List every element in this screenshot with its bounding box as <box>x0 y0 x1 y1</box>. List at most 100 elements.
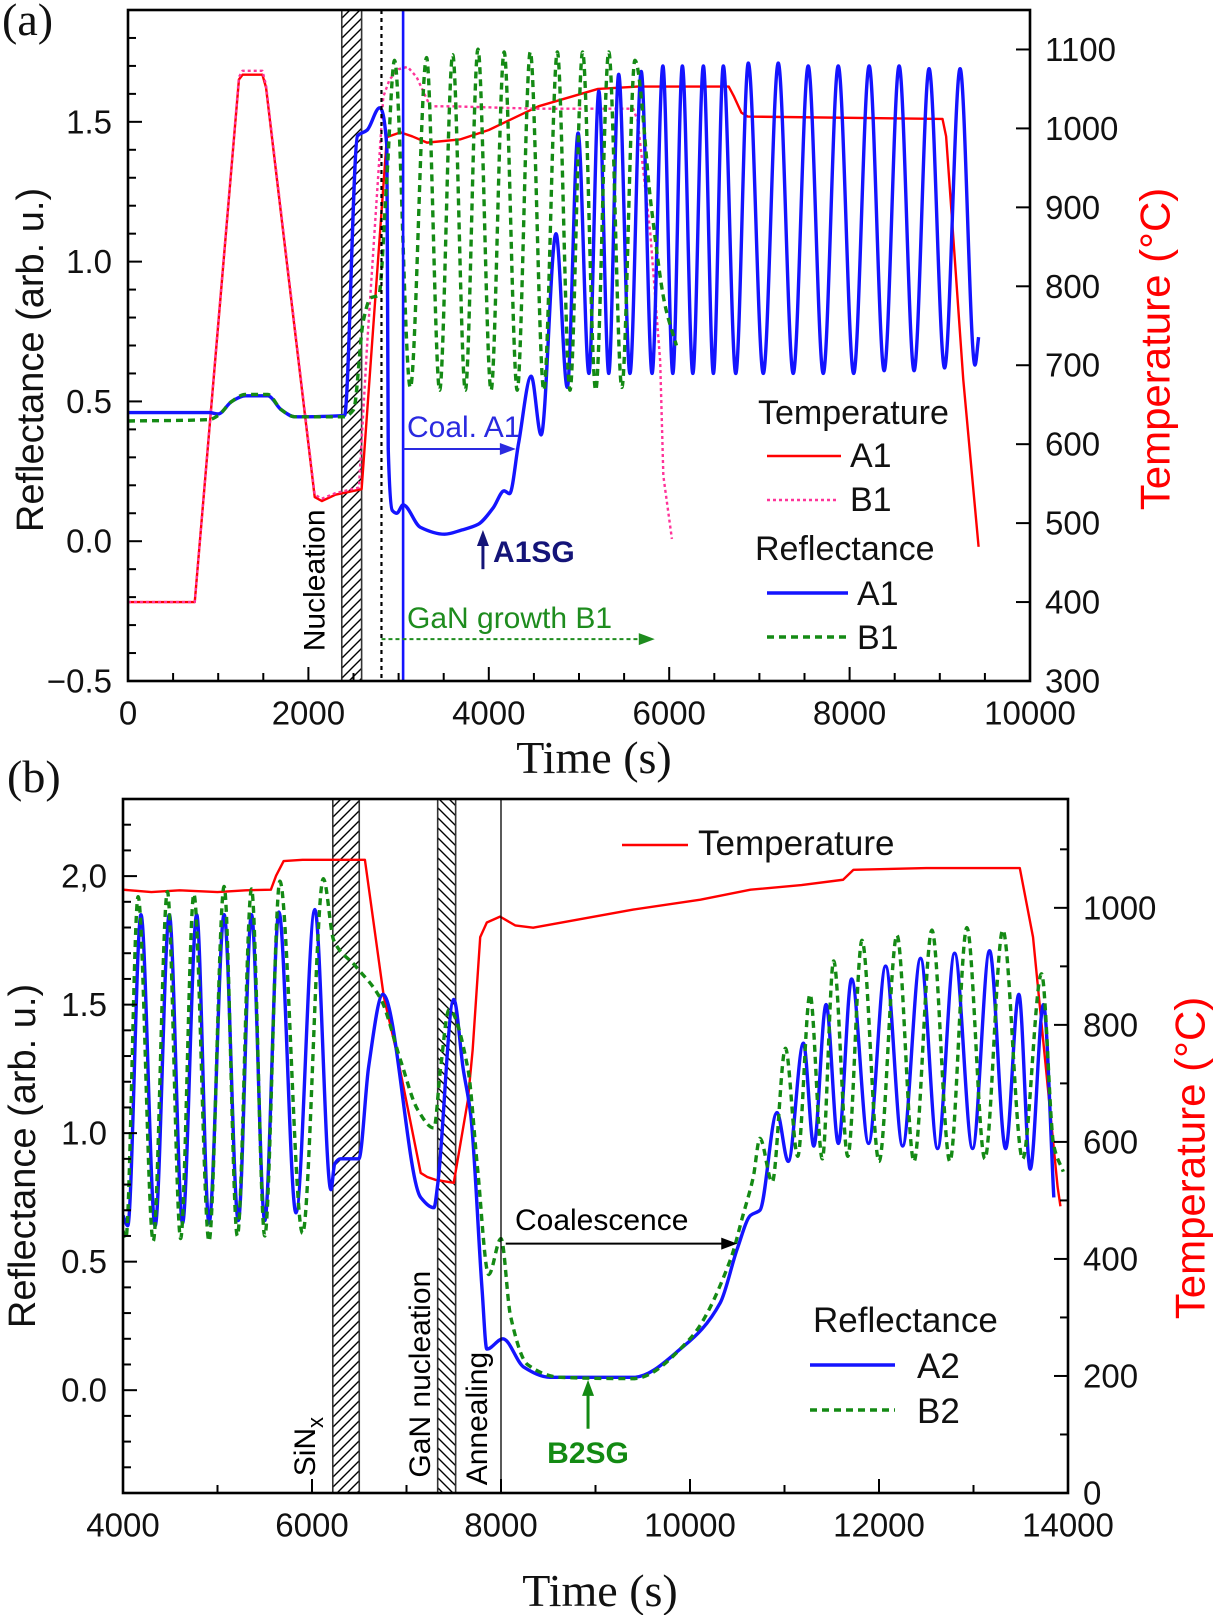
y-right-tick-label: 300 <box>1045 663 1100 700</box>
arrow-head-icon <box>721 1237 738 1250</box>
legend-title-temperature: Temperature <box>758 394 949 432</box>
annotation-subscript: x <box>303 1417 328 1428</box>
x-tick-label: 14000 <box>1022 1507 1114 1544</box>
x-tick-label: 12000 <box>833 1507 925 1544</box>
annotation-gan-growth-b1: GaN growth B1 <box>381 602 655 646</box>
legend-label-temperature-b1: B1 <box>850 481 892 519</box>
annotation-label-a1sg: A1SG <box>493 536 575 569</box>
y-left-tick-label: 0.0 <box>66 523 112 560</box>
y-left-tick-label: 2,0 <box>61 858 107 895</box>
hatched-region-gan-nucleation <box>436 799 457 1493</box>
annotation-label-b2sg: B2SG <box>547 1437 629 1470</box>
plot-clip-a <box>128 10 981 681</box>
series-line-temperature <box>123 858 1062 1207</box>
hatched-region-nucleation <box>340 10 363 681</box>
panel-a-plot-area: Nucleation Coal. A1 A1SG GaN growth B1 <box>128 10 981 681</box>
y-right-tick-label: 800 <box>1045 268 1100 305</box>
panel-b: (b) SiNx GaN nucleation Annealing Coalescen… <box>2 751 1214 1615</box>
y-right-tick-label: 200 <box>1083 1357 1138 1394</box>
y-right-tick-label: 600 <box>1045 426 1100 463</box>
annotation-label-nucleation: Nucleation <box>299 509 332 651</box>
x-axis-label-b: Time (s) <box>522 1565 678 1615</box>
annotation-label-coalescence: Coalescence <box>515 1204 688 1237</box>
x-tick-label: 4000 <box>452 695 525 732</box>
y-right-tick-label: 900 <box>1045 189 1100 226</box>
annotation-sinx: SiNx <box>289 1417 328 1476</box>
y-right-tick-label: 1000 <box>1083 889 1156 926</box>
annotation-coal-a1: Coal. A1 <box>403 411 520 455</box>
legend-label-temperature-a1: A1 <box>850 437 892 475</box>
y-right-tick-label: 700 <box>1045 347 1100 384</box>
legend-label-reflectance-a2: A2 <box>917 1347 960 1386</box>
y-right-tick-label: 500 <box>1045 505 1100 542</box>
panel-b-axes: 4000 6000 8000 10000 12000 140000.00.51.01.52… <box>61 797 1156 1544</box>
y-right-tick-label: 400 <box>1045 584 1100 621</box>
plot-frame-b <box>121 797 1070 1495</box>
series-line-temperature-b1 <box>128 65 674 604</box>
y-axis-label-left-b: Reflectance (arb. u.) <box>2 984 44 1328</box>
legend-title-reflectance: Reflectance <box>755 530 935 568</box>
legend-title-reflectance-b: Reflectance <box>813 1301 998 1340</box>
series-line-reflectance-b1 <box>128 47 679 423</box>
series-line-reflectance-b2 <box>123 876 1065 1381</box>
legend-label-reflectance-b1: B1 <box>857 619 899 657</box>
annotation-label-gan-growth-b1: GaN growth B1 <box>407 602 612 635</box>
legend-label-temperature: Temperature <box>698 824 894 863</box>
y-left-tick-label: 1.0 <box>61 1115 107 1152</box>
arrow-head-icon <box>638 633 655 646</box>
series-line-reflectance-a2 <box>123 907 1056 1380</box>
legend-b: Temperature Reflectance A2 B2 <box>622 824 998 1431</box>
y-right-tick-label: 600 <box>1083 1123 1138 1160</box>
y-right-tick-label: 1000 <box>1045 110 1118 147</box>
x-tick-label: 2000 <box>272 695 345 732</box>
annotation-coalescence: Coalescence <box>505 1204 738 1250</box>
panel-label-b: (b) <box>7 751 61 802</box>
hatched-region-sinx <box>331 799 361 1493</box>
annotation-annealing: Annealing <box>461 1352 494 1485</box>
x-tick-label: 8000 <box>464 1507 537 1544</box>
y-left-tick-label: 1.5 <box>61 986 107 1023</box>
y-axis-label-right-b: Temperature (°C) <box>1167 997 1214 1320</box>
annotation-nucleation: Nucleation <box>299 509 332 651</box>
annotation-label-annealing: Annealing <box>461 1352 494 1485</box>
y-left-tick-label: 1.0 <box>66 243 112 280</box>
x-tick-label: 0 <box>119 695 137 732</box>
x-tick-label: 6000 <box>275 1507 348 1544</box>
annotation-label-sinx: SiNx <box>289 1417 328 1476</box>
arrow-head-icon <box>499 442 516 455</box>
x-axis-label-a: Time (s) <box>516 732 672 783</box>
arrow-head-icon <box>476 530 489 547</box>
y-axis-label-right-a: Temperature (°C) <box>1132 188 1179 511</box>
panel-a-axes: 0 2000 4000 6000 8000 10000 −0.5 0.0 0.5 1.0 1.5 30… <box>47 8 1118 732</box>
series-line-reflectance-a1 <box>128 61 981 536</box>
x-tick-label: 4000 <box>86 1507 159 1544</box>
annotation-gan-nucleation: GaN nucleation <box>404 1271 437 1478</box>
annotation-label-gan-nucleation: GaN nucleation <box>404 1271 437 1478</box>
annotation-a1sg: A1SG <box>476 530 575 569</box>
x-tick-label: 6000 <box>632 695 705 732</box>
legend-label-reflectance-a1: A1 <box>857 575 899 613</box>
y-left-tick-label: 0.5 <box>66 383 112 420</box>
panel-b-plot-area: SiNx GaN nucleation Annealing Coalescence B2… <box>123 799 1065 1493</box>
y-axis-label-left-a: Reflectance (arb. u.) <box>10 188 52 532</box>
y-left-tick-label: −0.5 <box>47 663 112 700</box>
arrow-head-icon <box>582 1379 595 1396</box>
legend-label-reflectance-b2: B2 <box>917 1392 960 1431</box>
plot-clip-b <box>123 799 1065 1493</box>
y-left-tick-label: 0.0 <box>61 1372 107 1409</box>
y-right-tick-label: 800 <box>1083 1006 1138 1043</box>
y-right-tick-label: 1100 <box>1045 31 1116 68</box>
x-tick-label: 10000 <box>984 695 1076 732</box>
y-right-tick-label: 400 <box>1083 1240 1138 1277</box>
annotation-label-coal-a1: Coal. A1 <box>407 411 520 444</box>
y-left-tick-label: 0.5 <box>61 1243 107 1280</box>
legend-a: Temperature A1 B1 Reflectance A1 B1 <box>755 394 949 657</box>
annotation-b2sg: B2SG <box>547 1379 629 1470</box>
y-right-tick-label: 0 <box>1083 1475 1101 1512</box>
y-left-tick-label: 1.5 <box>66 103 112 140</box>
panel-label-a: (a) <box>2 0 53 45</box>
x-tick-label: 10000 <box>644 1507 736 1544</box>
x-tick-label: 8000 <box>813 695 886 732</box>
